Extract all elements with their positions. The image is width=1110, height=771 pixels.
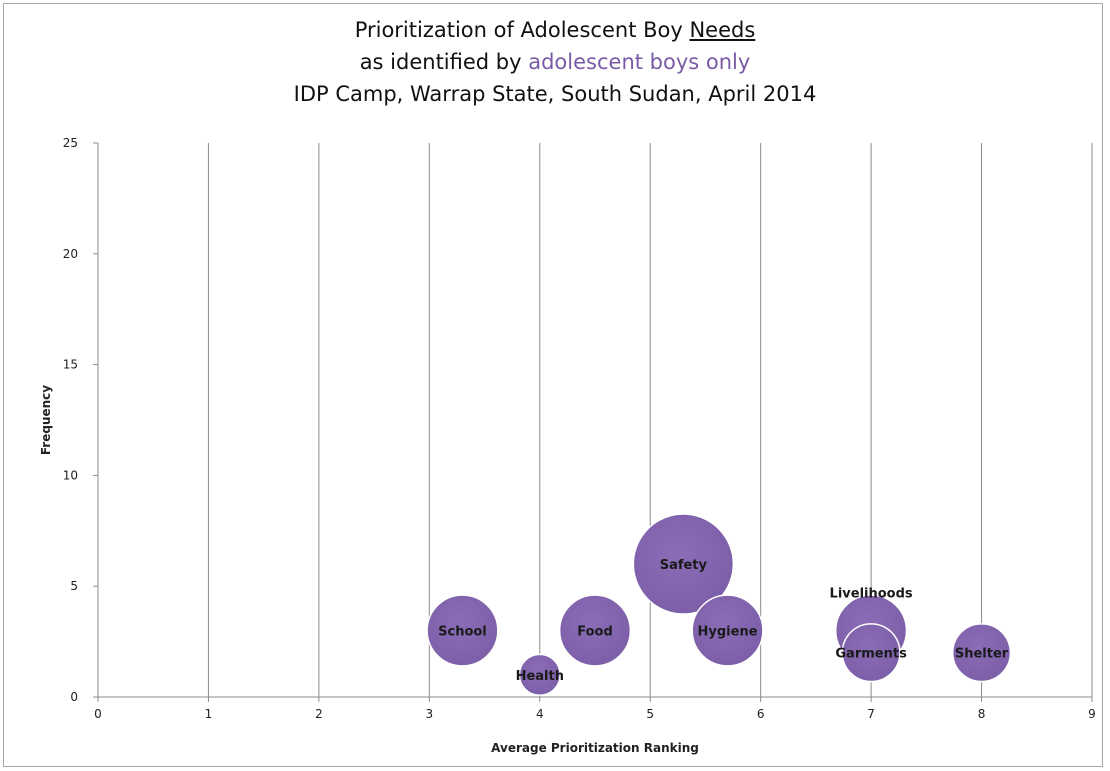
x-tick-label: 0 bbox=[94, 707, 102, 721]
x-tick-label: 2 bbox=[315, 707, 323, 721]
x-tick-label: 9 bbox=[1088, 707, 1096, 721]
x-axis-label: Average Prioritization Ranking bbox=[491, 741, 699, 755]
bubble-label: Hygiene bbox=[698, 625, 758, 640]
bubble bbox=[558, 594, 632, 667]
y-tick-label: 20 bbox=[63, 247, 78, 261]
title-line-1: Prioritization of Adolescent Boy Needs bbox=[0, 14, 1110, 46]
bubble bbox=[426, 594, 499, 667]
title-line-3: IDP Camp, Warrap State, South Sudan, Apr… bbox=[293, 82, 817, 106]
bubble-label: Food bbox=[577, 625, 613, 640]
x-tick-label: 7 bbox=[867, 707, 875, 721]
title-line-2-text: as identified by bbox=[359, 50, 529, 74]
x-tick-label: 8 bbox=[978, 707, 986, 721]
bubble-label: Livelihoods bbox=[830, 587, 913, 602]
title-accent-text: adolescent boys only bbox=[528, 50, 751, 74]
y-tick-label: 10 bbox=[63, 468, 78, 482]
y-tick-label: 25 bbox=[63, 136, 78, 150]
title-line-2: as identified by adolescent boys only bbox=[0, 46, 1110, 78]
bubble-label: Health bbox=[516, 669, 564, 684]
x-tick-label: 6 bbox=[757, 707, 765, 721]
bubble bbox=[691, 594, 764, 667]
y-axis-label: Frequency bbox=[39, 384, 53, 456]
title-needs-word: Needs bbox=[689, 18, 756, 42]
title-line-1-text: Prioritization of Adolescent Boy bbox=[354, 18, 690, 42]
chart-frame bbox=[3, 3, 1103, 767]
bubble bbox=[632, 513, 735, 615]
x-tick-label: 4 bbox=[536, 707, 544, 721]
x-tick-label: 5 bbox=[646, 707, 654, 721]
bubble-label: Safety bbox=[660, 558, 708, 573]
x-tick-label: 1 bbox=[205, 707, 213, 721]
bubble-label: School bbox=[438, 625, 487, 640]
bubble bbox=[841, 623, 901, 683]
chart-title: Prioritization of Adolescent Boy Needs a… bbox=[0, 14, 1110, 110]
bubble-label: Shelter bbox=[955, 647, 1009, 662]
bubble bbox=[951, 623, 1012, 683]
bubble-label: Garments bbox=[835, 647, 907, 662]
y-tick-label: 15 bbox=[63, 358, 78, 372]
bubble bbox=[518, 653, 561, 697]
x-tick-label: 3 bbox=[426, 707, 434, 721]
y-tick-label: 5 bbox=[70, 579, 78, 593]
y-tick-label: 0 bbox=[70, 690, 78, 704]
